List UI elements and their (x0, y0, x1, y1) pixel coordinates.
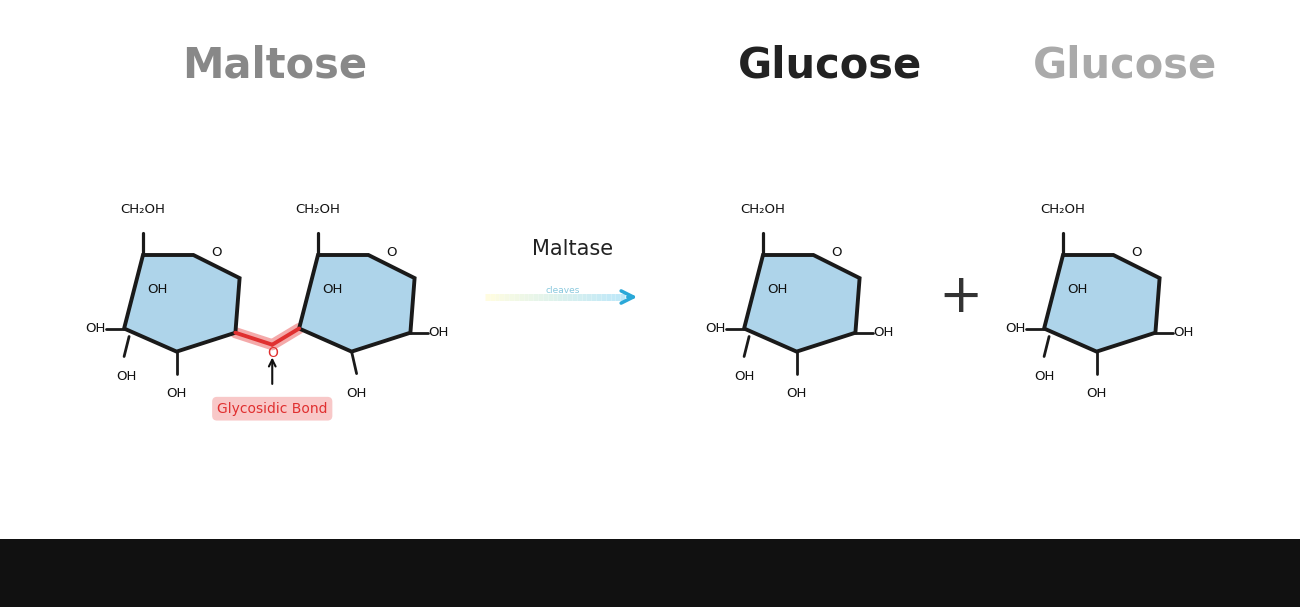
Polygon shape (124, 255, 239, 351)
Text: OH: OH (1006, 322, 1026, 335)
Text: OH: OH (1174, 326, 1193, 339)
Text: CH₂OH: CH₂OH (121, 203, 165, 216)
Text: O: O (386, 246, 396, 259)
Polygon shape (744, 255, 859, 351)
Text: CH₂OH: CH₂OH (295, 203, 341, 216)
Bar (0, 539, 1300, 607)
Text: Maltose: Maltose (182, 44, 368, 86)
Text: OH: OH (767, 282, 788, 296)
Text: CH₂OH: CH₂OH (741, 203, 785, 216)
Text: OH: OH (86, 322, 107, 335)
Text: OH: OH (786, 387, 807, 399)
Text: Maltase: Maltase (532, 239, 614, 259)
Text: +: + (937, 271, 982, 323)
Polygon shape (299, 255, 415, 351)
Text: OH: OH (1087, 387, 1106, 399)
Text: O: O (831, 246, 842, 259)
Text: OH: OH (346, 387, 367, 399)
Text: OH: OH (1067, 282, 1087, 296)
Text: OH: OH (147, 282, 168, 296)
Text: Glucose: Glucose (1034, 44, 1217, 86)
Text: OH: OH (166, 387, 187, 399)
Text: Glycosidic Bond: Glycosidic Bond (217, 402, 328, 416)
Text: OH: OH (706, 322, 727, 335)
Text: OH: OH (429, 326, 448, 339)
Text: OH: OH (116, 370, 136, 382)
Text: cleaves: cleaves (545, 286, 580, 295)
Text: O: O (1131, 246, 1141, 259)
Text: Glucose: Glucose (738, 44, 922, 86)
Text: OH: OH (874, 326, 894, 339)
Polygon shape (1044, 255, 1160, 351)
Text: OH: OH (1034, 370, 1054, 382)
Text: O: O (266, 346, 278, 360)
Text: O: O (211, 246, 222, 259)
Text: OH: OH (322, 282, 342, 296)
Text: OH: OH (734, 370, 754, 382)
Text: CH₂OH: CH₂OH (1040, 203, 1086, 216)
